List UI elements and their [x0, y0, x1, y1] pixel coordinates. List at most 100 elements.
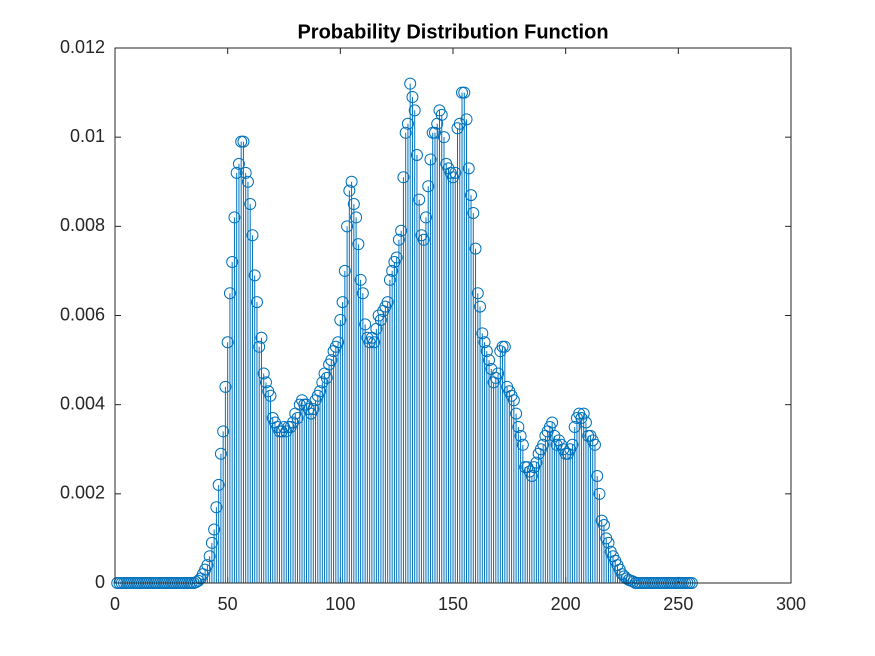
stem-marker — [399, 126, 412, 139]
stem-marker — [291, 412, 304, 425]
stem-marker — [210, 501, 223, 514]
stem-marker — [343, 184, 356, 197]
stem-marker — [244, 198, 257, 211]
stem-marker — [474, 300, 487, 313]
stem-marker — [476, 327, 489, 340]
stem-marker — [374, 313, 387, 326]
stem-marker — [546, 416, 559, 429]
stem-marker — [462, 162, 475, 175]
stem-marker — [618, 570, 631, 583]
stem-marker — [406, 91, 419, 104]
stem-marker — [417, 233, 430, 246]
x-tick-label: 300 — [776, 594, 806, 614]
stem-marker — [568, 420, 581, 433]
stem-marker — [516, 438, 529, 451]
stem-marker — [392, 233, 405, 246]
x-tick-label: 200 — [551, 594, 581, 614]
stem-marker — [190, 576, 203, 589]
stem-marker — [246, 229, 259, 242]
stem-marker — [223, 287, 236, 300]
stem-marker — [201, 559, 214, 572]
y-tick-label: 0.01 — [70, 126, 105, 146]
stem-marker — [320, 371, 333, 384]
stem-marker — [460, 113, 473, 126]
stem-marker — [325, 354, 338, 367]
x-tick-label: 50 — [218, 594, 238, 614]
stem-marker — [525, 470, 538, 482]
stem-marker — [597, 519, 610, 532]
stem-marker — [419, 211, 432, 224]
stem-marker — [338, 264, 351, 277]
stem-marker — [579, 416, 592, 429]
y-tick-label: 0.006 — [60, 304, 105, 324]
x-tick-label: 0 — [110, 594, 120, 614]
stem-marker — [390, 251, 403, 264]
stem-marker — [383, 273, 396, 286]
stem-marker — [239, 166, 252, 179]
stem-marker — [404, 77, 417, 90]
stem-marker — [221, 336, 234, 349]
stem-marker — [453, 117, 466, 130]
stem-marker — [192, 574, 205, 587]
stem-marker — [413, 193, 426, 206]
stem-marker — [226, 256, 239, 268]
stem-marker — [471, 287, 484, 300]
stem-marker — [341, 220, 354, 233]
stem-marker — [498, 340, 511, 353]
stem-marker — [250, 296, 263, 309]
stem-marker — [241, 175, 254, 188]
stem-marker — [591, 470, 604, 482]
chart-title: Probability Distribution Function — [297, 21, 608, 43]
stem-marker — [566, 438, 579, 451]
stem-marker — [577, 407, 590, 420]
stem-marker — [345, 175, 358, 188]
stem-marker — [219, 380, 232, 393]
stem-marker — [397, 171, 410, 184]
stem-marker — [602, 536, 615, 549]
stem-marker — [410, 149, 423, 161]
stem-marker — [381, 296, 394, 309]
stem-marker — [401, 117, 414, 130]
stem-marker — [512, 420, 525, 433]
stem-marker — [458, 86, 471, 99]
stem-marker — [253, 340, 266, 353]
stem-marker — [334, 313, 347, 326]
stem-marker — [264, 389, 277, 402]
stem-marker — [259, 376, 272, 389]
stem-marker — [435, 108, 448, 121]
stem-marker — [492, 367, 505, 380]
stem-marker — [437, 131, 450, 144]
stem-marker — [530, 456, 543, 469]
stem-marker — [510, 407, 523, 420]
stem-marker — [480, 345, 493, 358]
stem-marker — [408, 104, 421, 117]
stem-marker — [350, 211, 363, 224]
stem-marker — [237, 135, 250, 148]
stem-marker — [395, 224, 408, 237]
stem-marker — [208, 523, 221, 536]
stem-marker — [356, 287, 369, 300]
stem-marker — [359, 318, 372, 331]
stem-marker — [467, 206, 480, 219]
stem-marker — [422, 180, 435, 193]
stem-marker — [232, 157, 245, 170]
stem-marker — [332, 336, 345, 349]
x-tick-label: 100 — [325, 594, 355, 614]
y-tick-label: 0.002 — [60, 483, 105, 503]
stem-marker — [483, 354, 496, 367]
stem-marker — [314, 385, 327, 398]
stem-marker — [424, 153, 437, 166]
stem-marker — [212, 478, 225, 491]
stem-marker — [593, 487, 606, 500]
stem-marker — [449, 166, 462, 179]
stem-marker — [205, 536, 218, 549]
axes-box — [114, 47, 792, 584]
stem-marker — [214, 447, 227, 460]
stem-marker — [386, 264, 399, 277]
stem-marker — [316, 376, 329, 389]
stem-marker — [255, 331, 268, 344]
x-tick-label: 250 — [663, 594, 693, 614]
stem-marker — [203, 550, 216, 563]
x-tick-label: 150 — [438, 594, 468, 614]
